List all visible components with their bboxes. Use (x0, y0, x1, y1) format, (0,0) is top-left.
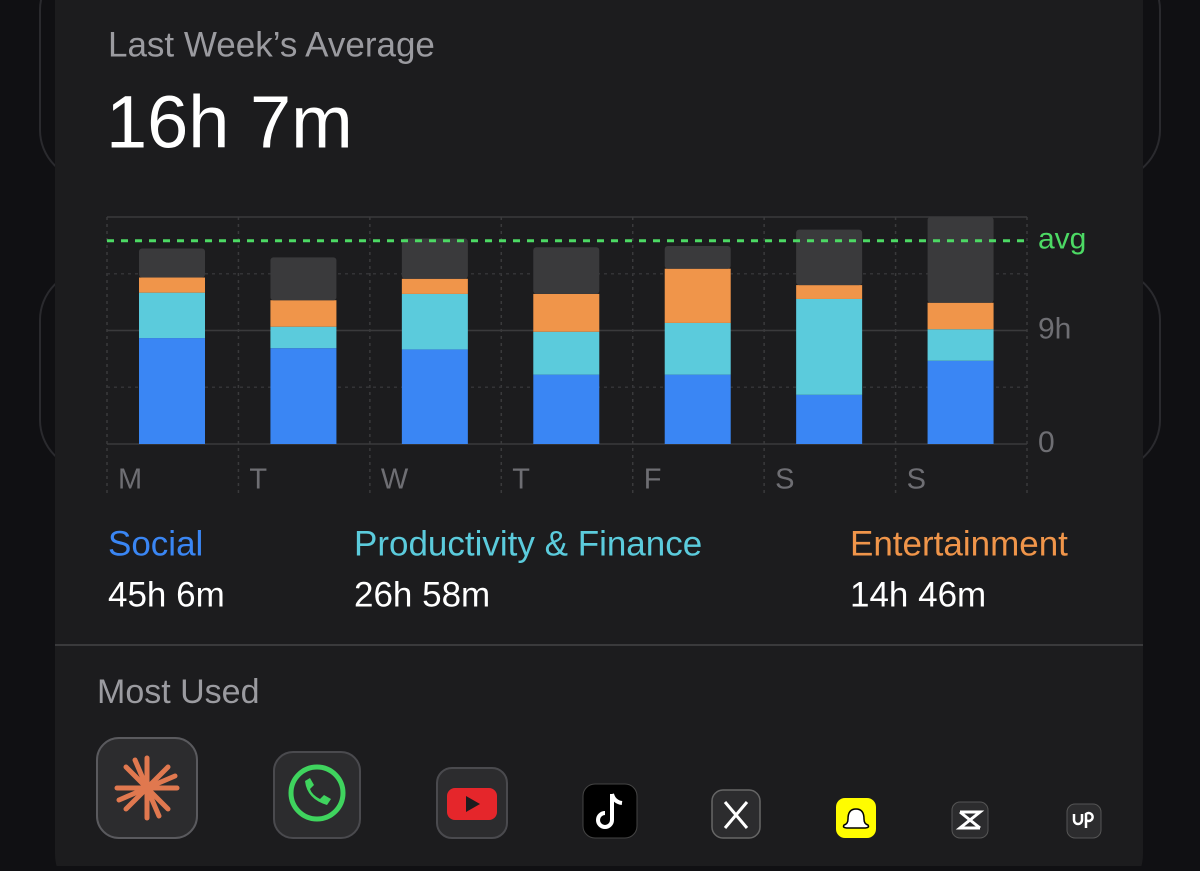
bar-segment (270, 326, 337, 349)
y-tick-label: 0 (1038, 426, 1055, 459)
x-tick-label: W (381, 464, 409, 496)
average-value: 16h 7m (106, 81, 353, 164)
icon-glyph (842, 808, 870, 829)
bar-segment (533, 293, 600, 332)
bar-segment (927, 217, 994, 303)
legend-name: Social (108, 524, 203, 563)
bar-segment (664, 374, 731, 444)
legend-total: 26h 58m (354, 575, 490, 614)
bar-segment (270, 300, 337, 327)
bar-segment (401, 349, 468, 444)
legend-total: 14h 46m (850, 575, 986, 614)
icon-glyph (955, 810, 985, 830)
bar-segment (139, 248, 205, 278)
legend-name: Productivity & Finance (354, 524, 702, 563)
app-icon[interactable] (1066, 803, 1102, 839)
legend-name: Entertainment (850, 524, 1068, 563)
bar-segment (401, 278, 468, 294)
x-tick-label: F (644, 464, 662, 496)
bar-segment (796, 285, 863, 299)
app-icon[interactable] (273, 751, 361, 839)
icon-glyph (1072, 811, 1094, 828)
bar-segment (270, 348, 337, 444)
bar-segment (796, 229, 863, 286)
bar-segment (796, 298, 863, 395)
bar-segment (927, 329, 994, 361)
icon-glyph (305, 778, 331, 805)
bar-segment (533, 374, 600, 444)
legend-total: 45h 6m (108, 575, 225, 614)
bar-segment (139, 338, 205, 444)
x-tick-label: S (775, 464, 794, 496)
bar-segment (533, 247, 600, 294)
average-label: avg (1038, 223, 1086, 256)
icon-glyph (114, 755, 180, 821)
bar-segment (927, 302, 994, 330)
x-tick-label: T (249, 464, 267, 496)
app-icons (96, 737, 1102, 839)
icon-glyph (596, 793, 623, 829)
section-title: Most Used (97, 673, 260, 711)
bar-segment (270, 257, 337, 301)
bar-segment (401, 238, 468, 279)
bar-segment (664, 246, 731, 269)
icon-glyph (723, 801, 749, 829)
y-tick-label: 9h (1038, 312, 1071, 345)
bar-segment (664, 268, 731, 323)
x-tick-label: S (907, 464, 926, 496)
bar-segment (401, 293, 468, 350)
bar-segment (664, 322, 731, 375)
bar-segment (927, 360, 994, 444)
bar-segment (139, 292, 205, 339)
icon-glyph (288, 764, 346, 822)
bar-segment (533, 331, 600, 375)
x-tick-label: T (512, 464, 530, 496)
bar-segment (796, 394, 863, 444)
x-tick-label: M (118, 464, 142, 496)
title: Last Week’s Average (108, 25, 435, 64)
bar-segment (139, 277, 205, 293)
icon-glyph (466, 796, 480, 812)
